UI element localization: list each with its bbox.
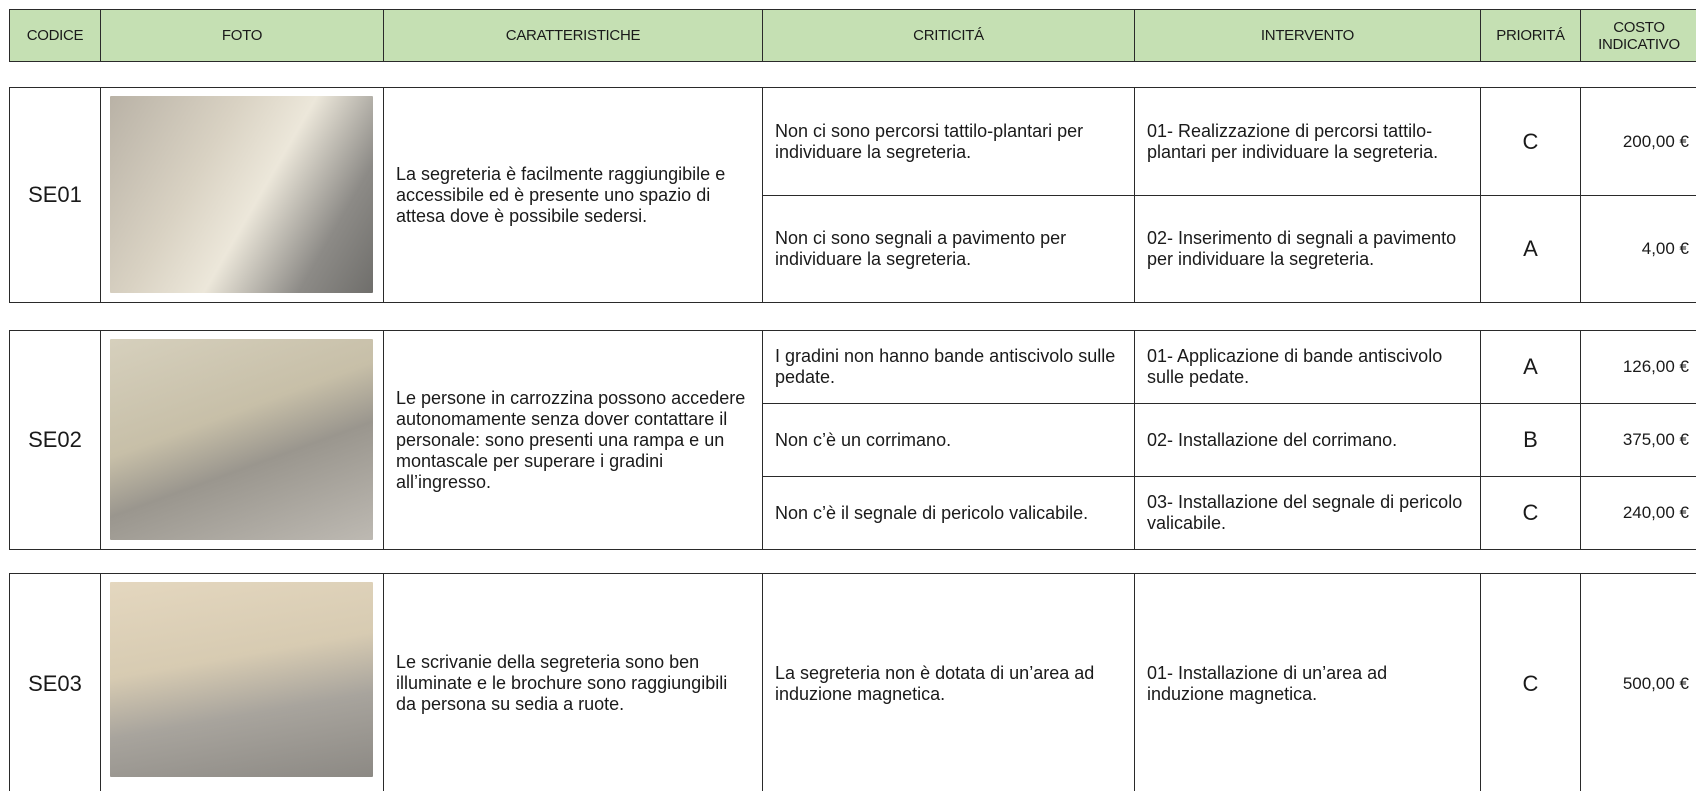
issue-cell: La segreteria non è dotata di un’area ad… <box>762 573 1135 791</box>
intervention-cell: 01- Installazione di un’area ad induzion… <box>1134 573 1481 791</box>
issue-cell: I gradini non hanno bande antiscivolo su… <box>762 330 1135 404</box>
code-cell: SE03 <box>9 573 101 791</box>
header-cell: CRITICITÁ <box>762 9 1135 62</box>
priority-cell: C <box>1480 476 1581 550</box>
intervention-cell: 03- Installazione del segnale di pericol… <box>1134 476 1481 550</box>
cost-cell: 126,00 € <box>1580 330 1696 404</box>
header-cell: CODICE <box>9 9 101 62</box>
priority-cell: C <box>1480 87 1581 196</box>
cost-cell: 4,00 € <box>1580 195 1696 303</box>
cost-cell: 375,00 € <box>1580 403 1696 477</box>
intervention-cell: 01- Applicazione di bande antiscivolo su… <box>1134 330 1481 404</box>
intervention-cell: 02- Installazione del corrimano. <box>1134 403 1481 477</box>
issue-cell: Non c’è un corrimano. <box>762 403 1135 477</box>
description-cell: Le persone in carrozzina possono acceder… <box>383 330 763 550</box>
photo <box>110 96 373 293</box>
issue-cell: Non c’è il segnale di pericolo valicabil… <box>762 476 1135 550</box>
priority-cell: A <box>1480 330 1581 404</box>
priority-cell: A <box>1480 195 1581 303</box>
intervention-cell: 02- Inserimento di segnali a pavimento p… <box>1134 195 1481 303</box>
intervention-cell: 01- Realizzazione di percorsi tattilo-pl… <box>1134 87 1481 196</box>
header-cell: CARATTERISTICHE <box>383 9 763 62</box>
code-cell: SE02 <box>9 330 101 550</box>
description-cell: Le scrivanie della segreteria sono ben i… <box>383 573 763 791</box>
issue-cell: Non ci sono percorsi tattilo-plantari pe… <box>762 87 1135 196</box>
issue-cell: Non ci sono segnali a pavimento per indi… <box>762 195 1135 303</box>
header-cell: PRIORITÁ <box>1480 9 1581 62</box>
cost-cell: 200,00 € <box>1580 87 1696 196</box>
header-cell: FOTO <box>100 9 384 62</box>
header-cell: INTERVENTO <box>1134 9 1481 62</box>
header-cell: COSTO INDICATIVO <box>1580 9 1696 62</box>
cost-cell: 500,00 € <box>1580 573 1696 791</box>
photo <box>110 339 373 540</box>
code-cell: SE01 <box>9 87 101 303</box>
description-cell: La segreteria è facilmente raggiungibile… <box>383 87 763 303</box>
priority-cell: C <box>1480 573 1581 791</box>
priority-cell: B <box>1480 403 1581 477</box>
cost-cell: 240,00 € <box>1580 476 1696 550</box>
photo <box>110 582 373 777</box>
